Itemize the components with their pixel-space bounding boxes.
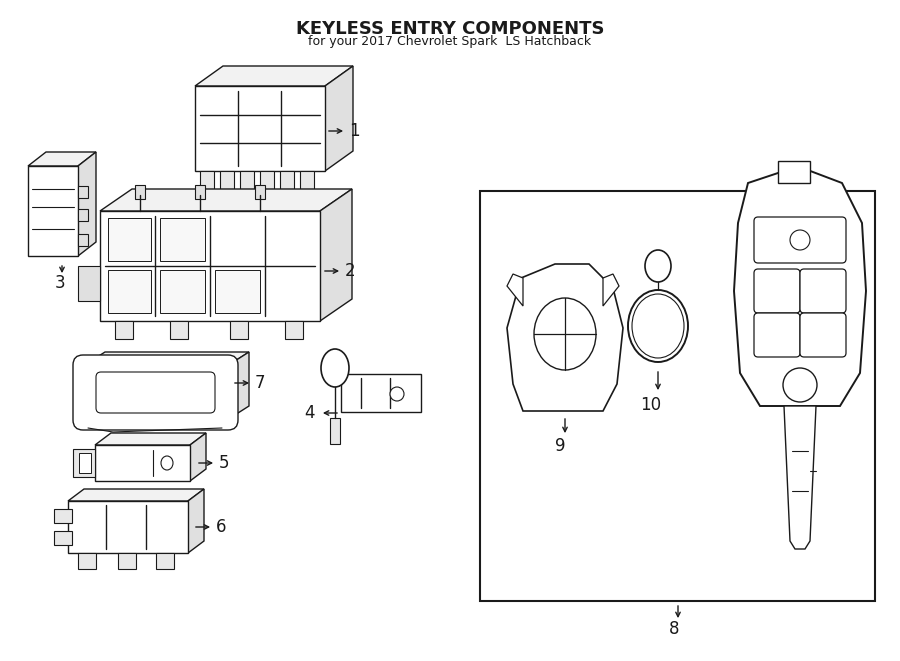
Text: 8: 8 [669, 620, 680, 638]
FancyBboxPatch shape [754, 313, 800, 357]
Bar [255, 185, 265, 199]
Polygon shape [95, 433, 206, 445]
Bar [54, 531, 72, 545]
Bar [115, 321, 133, 339]
Polygon shape [734, 169, 866, 406]
Bar [108, 270, 151, 313]
Bar [215, 270, 260, 313]
Bar [73, 449, 95, 477]
Text: 2: 2 [345, 262, 356, 280]
Text: 7: 7 [255, 374, 266, 392]
Bar [285, 321, 303, 339]
Bar [300, 171, 314, 189]
Ellipse shape [645, 250, 671, 282]
Text: 3: 3 [55, 274, 66, 292]
Bar [480, 191, 875, 601]
Ellipse shape [783, 368, 817, 402]
Text: 5: 5 [219, 454, 230, 472]
Polygon shape [68, 489, 204, 501]
Text: KEYLESS ENTRY COMPONENTS: KEYLESS ENTRY COMPONENTS [296, 20, 604, 38]
Bar [78, 186, 88, 198]
Polygon shape [83, 352, 249, 366]
Ellipse shape [632, 294, 684, 358]
Bar [100, 211, 320, 321]
Bar [95, 445, 190, 481]
FancyBboxPatch shape [754, 269, 800, 313]
Bar [108, 218, 151, 261]
Polygon shape [507, 264, 623, 411]
Polygon shape [190, 433, 206, 481]
Bar [170, 321, 188, 339]
Bar [160, 218, 205, 261]
Bar [200, 171, 214, 189]
Bar [160, 270, 205, 313]
Bar [341, 374, 421, 412]
Polygon shape [100, 189, 352, 211]
Bar [260, 171, 274, 189]
Bar [220, 171, 234, 189]
Polygon shape [28, 152, 96, 166]
Polygon shape [320, 189, 352, 321]
Bar [68, 501, 188, 553]
Polygon shape [227, 352, 249, 420]
Bar [78, 553, 96, 569]
Bar [78, 209, 88, 221]
Polygon shape [188, 489, 204, 553]
Bar [28, 166, 78, 256]
Polygon shape [784, 406, 816, 549]
Bar [230, 321, 248, 339]
Bar [330, 418, 340, 444]
Text: for your 2017 Chevrolet Spark  LS Hatchback: for your 2017 Chevrolet Spark LS Hatchba… [309, 35, 591, 48]
Polygon shape [78, 152, 96, 256]
Text: 1: 1 [349, 122, 360, 140]
Bar [240, 171, 254, 189]
Polygon shape [195, 66, 353, 86]
Bar [118, 553, 136, 569]
Bar [78, 234, 88, 246]
FancyBboxPatch shape [73, 355, 238, 430]
Bar [78, 266, 100, 301]
Text: 10: 10 [640, 396, 662, 414]
Bar [195, 86, 325, 171]
Bar [54, 509, 72, 523]
FancyBboxPatch shape [800, 313, 846, 357]
Bar [135, 185, 145, 199]
Text: 6: 6 [216, 518, 227, 536]
Polygon shape [507, 274, 523, 306]
Ellipse shape [790, 230, 810, 250]
Ellipse shape [628, 290, 688, 362]
Bar [79, 453, 91, 473]
Bar [156, 553, 174, 569]
FancyBboxPatch shape [800, 269, 846, 313]
Ellipse shape [534, 298, 596, 370]
Ellipse shape [161, 456, 173, 470]
Ellipse shape [321, 349, 349, 387]
FancyBboxPatch shape [754, 217, 846, 263]
Bar [778, 161, 810, 183]
Polygon shape [603, 274, 619, 306]
FancyBboxPatch shape [96, 372, 215, 413]
Text: 9: 9 [555, 437, 565, 455]
Ellipse shape [390, 387, 404, 401]
Polygon shape [325, 66, 353, 171]
Text: 4: 4 [304, 404, 315, 422]
Bar [195, 185, 205, 199]
Bar [280, 171, 294, 189]
